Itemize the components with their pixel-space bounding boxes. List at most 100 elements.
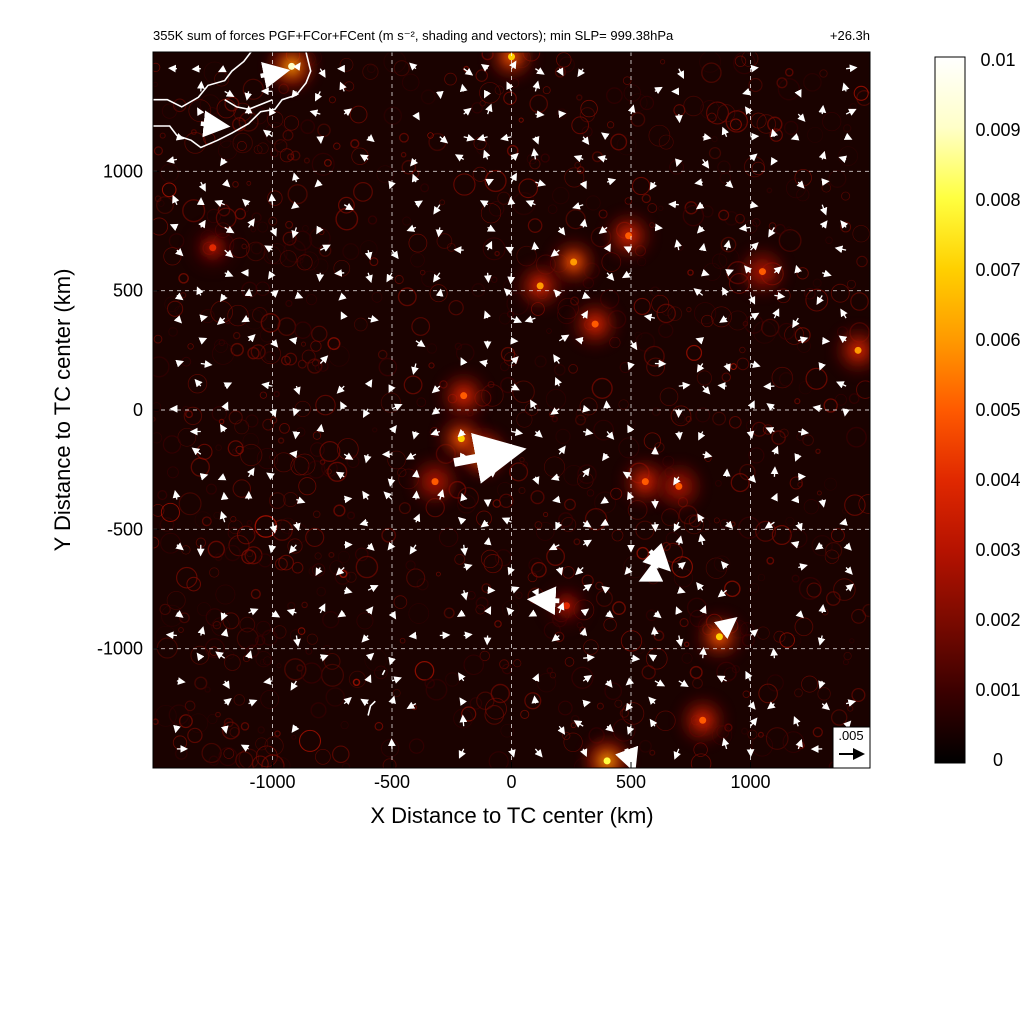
force-vector: [292, 172, 300, 183]
heatmap-texture-ring: [410, 252, 425, 268]
force-vector: [846, 64, 858, 73]
force-vector: [412, 490, 420, 500]
heatmap-texture-ring: [315, 748, 331, 765]
heatmap-texture-ring: [555, 428, 571, 445]
heatmap-texture-ring: [485, 697, 507, 720]
force-vector: [747, 474, 757, 483]
force-vector: [484, 606, 492, 615]
heatmap-texture-ring: [634, 331, 643, 340]
heatmap-texture-ring: [159, 132, 166, 139]
heatmap-texture-ring: [727, 310, 748, 331]
heatmap-texture-ring: [287, 153, 295, 161]
force-vector: [173, 315, 183, 324]
heatmap-texture-ring: [250, 227, 256, 233]
heatmap-texture-ring: [751, 161, 765, 176]
heatmap-texture-ring: [593, 419, 615, 441]
heatmap-texture-ring: [382, 758, 397, 768]
heatmap-texture-ring: [291, 734, 297, 740]
heatmap-texture-ring: [648, 124, 671, 147]
heatmap-hotspot-core: [699, 716, 707, 724]
force-vector: [503, 288, 513, 297]
force-vector: [531, 148, 539, 160]
heatmap-texture-ring: [753, 320, 777, 344]
force-vector: [241, 315, 251, 323]
heatmap-texture-ring: [536, 672, 557, 693]
force-vector: [822, 269, 832, 278]
heatmap-texture-ring: [851, 608, 867, 624]
force-vector: [818, 104, 827, 115]
heatmap-texture-ring: [257, 221, 269, 233]
force-vector: [630, 654, 641, 663]
force-vector: [675, 431, 683, 441]
force-vector: [721, 737, 730, 750]
force-vector-large: [638, 561, 664, 582]
heatmap-hotspot-core: [591, 320, 599, 328]
force-vector: [485, 178, 494, 186]
heatmap-texture-ring: [728, 415, 742, 429]
heatmap-texture-ring: [274, 139, 288, 153]
heatmap-hotspot-core: [570, 258, 578, 266]
heatmap-texture-ring: [551, 186, 570, 205]
force-vector: [750, 312, 760, 321]
force-vector: [198, 337, 208, 345]
heatmap-texture-ring: [721, 372, 732, 382]
heatmap-texture-ring: [301, 601, 308, 609]
heatmap-texture-ring: [487, 380, 495, 389]
force-vector: [364, 379, 373, 388]
force-vector: [818, 603, 827, 613]
force-vector: [532, 673, 540, 683]
force-vector: [460, 492, 468, 502]
heatmap-texture-ring: [806, 582, 822, 598]
force-vector: [774, 291, 786, 300]
heatmap-texture-ring: [311, 152, 335, 176]
force-vector: [406, 701, 417, 709]
force-vector: [510, 152, 519, 162]
heatmap-texture-ring: [695, 407, 711, 423]
force-vector: [484, 89, 492, 99]
force-vector: [198, 181, 206, 192]
force-vector: [600, 518, 610, 526]
force-vector: [598, 226, 608, 235]
force-vector: [242, 198, 251, 207]
heatmap-texture-ring: [463, 654, 484, 676]
force-vector: [606, 177, 617, 186]
force-vector: [548, 543, 560, 551]
heatmap-texture-ring: [218, 747, 238, 767]
heatmap-texture-ring: [690, 753, 712, 768]
force-vector: [220, 628, 229, 637]
heatmap-texture-ring: [154, 195, 162, 203]
heatmap-texture-ring: [305, 527, 325, 547]
heatmap-texture-ring: [252, 307, 268, 323]
force-vector: [553, 354, 561, 364]
heatmap-texture-ring: [812, 278, 822, 288]
heatmap-texture-ring: [333, 142, 341, 150]
heatmap-texture-ring: [204, 638, 225, 659]
heatmap-hotspot-core: [562, 602, 570, 610]
force-vector: [582, 520, 592, 528]
force-vector: [293, 522, 301, 532]
heatmap-texture-ring: [311, 325, 328, 343]
heatmap-texture-ring: [471, 102, 483, 114]
force-vector: [674, 239, 682, 251]
force-vector: [816, 295, 824, 305]
heatmap-texture-ring: [556, 52, 572, 68]
force-vector: [458, 672, 466, 682]
force-vector: [791, 495, 800, 504]
force-vector: [505, 246, 514, 254]
heatmap-texture-ring: [658, 134, 674, 150]
force-vector: [794, 264, 802, 274]
heatmap-texture-ring: [258, 553, 273, 568]
heatmap-texture-ring: [476, 691, 495, 710]
heatmap-texture-ring: [190, 645, 210, 665]
force-vector: [535, 110, 545, 119]
force-vector: [290, 201, 300, 210]
force-vector: [314, 179, 323, 188]
force-vector: [695, 337, 705, 345]
chart-title: 355K sum of forces PGF+FCor+FCent (m s⁻²…: [153, 28, 674, 43]
heatmap-texture-ring: [822, 112, 842, 132]
force-vector: [795, 738, 803, 750]
heatmap-texture-ring: [206, 208, 222, 224]
force-vector: [675, 635, 684, 648]
force-vector: [339, 81, 347, 92]
force-vector: [673, 748, 681, 760]
